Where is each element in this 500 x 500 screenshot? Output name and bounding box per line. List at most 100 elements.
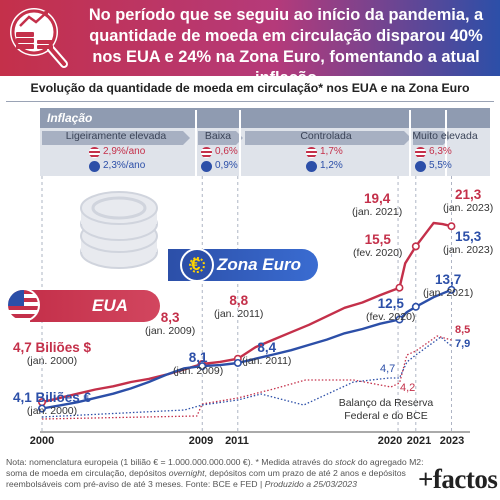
eu-flag-badge-icon: € xyxy=(180,248,214,282)
x-tick: 2023 xyxy=(439,435,465,447)
data-point xyxy=(198,362,207,371)
label-bs-us: 8,5 xyxy=(455,324,471,336)
label-bs-eu: 7,9 xyxy=(455,338,471,350)
us-flag-icon xyxy=(201,147,212,158)
subtitle-divider xyxy=(6,101,494,102)
value: 4,7 Biliões $ xyxy=(13,340,92,355)
us-flag-badge-icon xyxy=(6,288,40,322)
data-point xyxy=(233,358,242,367)
us-flag-icon xyxy=(306,147,317,158)
inflation-eu: 5,5% xyxy=(429,160,452,171)
x-tick: 2000 xyxy=(29,435,55,447)
label-eu-2000: 4,1 Biliões € (jan. 2000) xyxy=(13,390,91,417)
label-eu-2009: 8,1 (jan. 2009) xyxy=(173,350,223,377)
footnote: Nota: nomenclatura europeia (1 bilião € … xyxy=(6,457,426,490)
series-line-fed-balance xyxy=(41,335,452,420)
label-eu-2020: 12,5 (fev. 2020) xyxy=(366,296,415,323)
coins-icon xyxy=(80,191,158,269)
data-point xyxy=(37,404,46,413)
x-tick: 2021 xyxy=(406,435,432,447)
eu-flag-icon xyxy=(89,161,100,172)
value: 8,4 xyxy=(257,340,277,355)
label-eu-2023: 15,3 (jan. 2023) xyxy=(443,229,493,256)
value: 15,5 xyxy=(364,232,391,247)
data-point xyxy=(395,283,404,292)
eu-flag-icon xyxy=(306,161,317,172)
date: (jan. 2023) xyxy=(443,202,494,214)
date: (jan. 2011) xyxy=(214,308,264,320)
value: 12,5 xyxy=(377,296,404,311)
data-point xyxy=(411,302,420,311)
inflation-eu: 2,3%/ano xyxy=(103,160,146,171)
date: (fev. 2020) xyxy=(353,247,403,259)
note-italic: Produzido a 25/03/2023 xyxy=(264,479,357,489)
inflation-eu: 1,2% xyxy=(320,160,343,171)
note-part: , depósitos com um prazo de até 2 anos e… xyxy=(6,468,406,489)
date: (fev. 2020) xyxy=(366,311,416,323)
data-point xyxy=(447,222,456,231)
date: (jan. 2000) xyxy=(26,405,78,417)
inflation-us: 0,6% xyxy=(215,146,238,157)
value: 8,8 xyxy=(229,293,249,308)
eu-flag-icon xyxy=(415,161,426,172)
date: (jan. 2011) xyxy=(242,355,292,367)
x-tick: 2020 xyxy=(377,435,403,447)
date: (jan. 2023) xyxy=(443,244,494,256)
us-flag-icon xyxy=(89,147,100,158)
note-part: Nota: nomenclatura europeia (1 bilião € … xyxy=(6,457,333,467)
x-tick: 2011 xyxy=(225,435,249,447)
series-line-bce-balance xyxy=(41,336,452,418)
date: (jan. 2021) xyxy=(423,287,474,299)
date: (jan. 2009) xyxy=(173,365,224,377)
value: 19,4 xyxy=(363,191,391,206)
label-eu-2011: 8,4 (jan. 2011) xyxy=(242,340,291,367)
period-name: Baixa xyxy=(204,130,232,142)
inflation-us: 6,3% xyxy=(429,146,452,157)
inflation-us: 2,9%/ano xyxy=(103,146,146,157)
date: (jan. 2009) xyxy=(145,325,196,337)
label-bs-us-2020: 4,2 xyxy=(400,382,416,394)
balance-label: Balanço da Reserva Federal e do BCE xyxy=(338,397,434,422)
eu-flag-icon xyxy=(201,161,212,172)
label-us-2020: 15,5 (fev. 2020) xyxy=(353,232,402,259)
value: 8,3 xyxy=(160,310,180,325)
us-flag-icon xyxy=(415,147,426,158)
value: 4,1 Biliões € xyxy=(13,390,92,405)
badge-eua: EUA xyxy=(30,290,160,322)
money-magnifier-icon xyxy=(10,8,68,68)
note-italic: overnight xyxy=(168,468,205,478)
x-tick: 2009 xyxy=(188,435,214,447)
label-us-2000: 4,7 Biliões $ (jan. 2000) xyxy=(13,340,91,367)
badge-eua-label: EUA xyxy=(92,296,128,315)
date: (jan. 2000) xyxy=(26,355,78,367)
period-name: Ligeiramente elevada xyxy=(65,130,167,142)
label-us-2021: 19,4 (jan. 2021) xyxy=(352,191,402,218)
note-italic: stock xyxy=(335,457,356,467)
brand-logo: +factos xyxy=(418,464,498,494)
note-part: do agregado M2: soma de moeda em circula… xyxy=(6,457,424,478)
value: 15,3 xyxy=(454,229,482,244)
date: (jan. 2021) xyxy=(352,206,403,218)
chart-subtitle: Evolução da quantidade de moeda em circu… xyxy=(30,81,470,95)
badge-zona-euro-label: Zona Euro xyxy=(216,255,302,274)
value: 21,3 xyxy=(454,187,482,202)
label-eu-2021: 13,7 (jan. 2021) xyxy=(423,272,473,299)
inflation-us: 1,7% xyxy=(320,146,343,157)
label-bs-eu-2020: 4,7 xyxy=(380,363,396,375)
label-us-2023: 21,3 (jan. 2023) xyxy=(443,187,493,214)
data-point xyxy=(411,242,420,251)
period-name: Controlada xyxy=(300,130,352,142)
label-us-2009: 8,3 (jan. 2009) xyxy=(145,310,195,337)
data-point xyxy=(395,315,404,324)
data-point xyxy=(447,285,456,294)
label-us-2011: 8,8 (jan. 2011) xyxy=(214,293,263,320)
value: 13,7 xyxy=(434,272,462,287)
period-name: Muito elevada xyxy=(412,130,478,142)
header-banner: No período que se seguiu ao início da pa… xyxy=(0,0,500,87)
inflation-eu: 0,9% xyxy=(215,160,238,171)
header-title: No período que se seguiu ao início da pa… xyxy=(88,6,484,87)
series-line-eua xyxy=(41,221,452,404)
inflation-label: Inflação xyxy=(40,108,490,128)
value: 8,1 xyxy=(188,350,208,365)
